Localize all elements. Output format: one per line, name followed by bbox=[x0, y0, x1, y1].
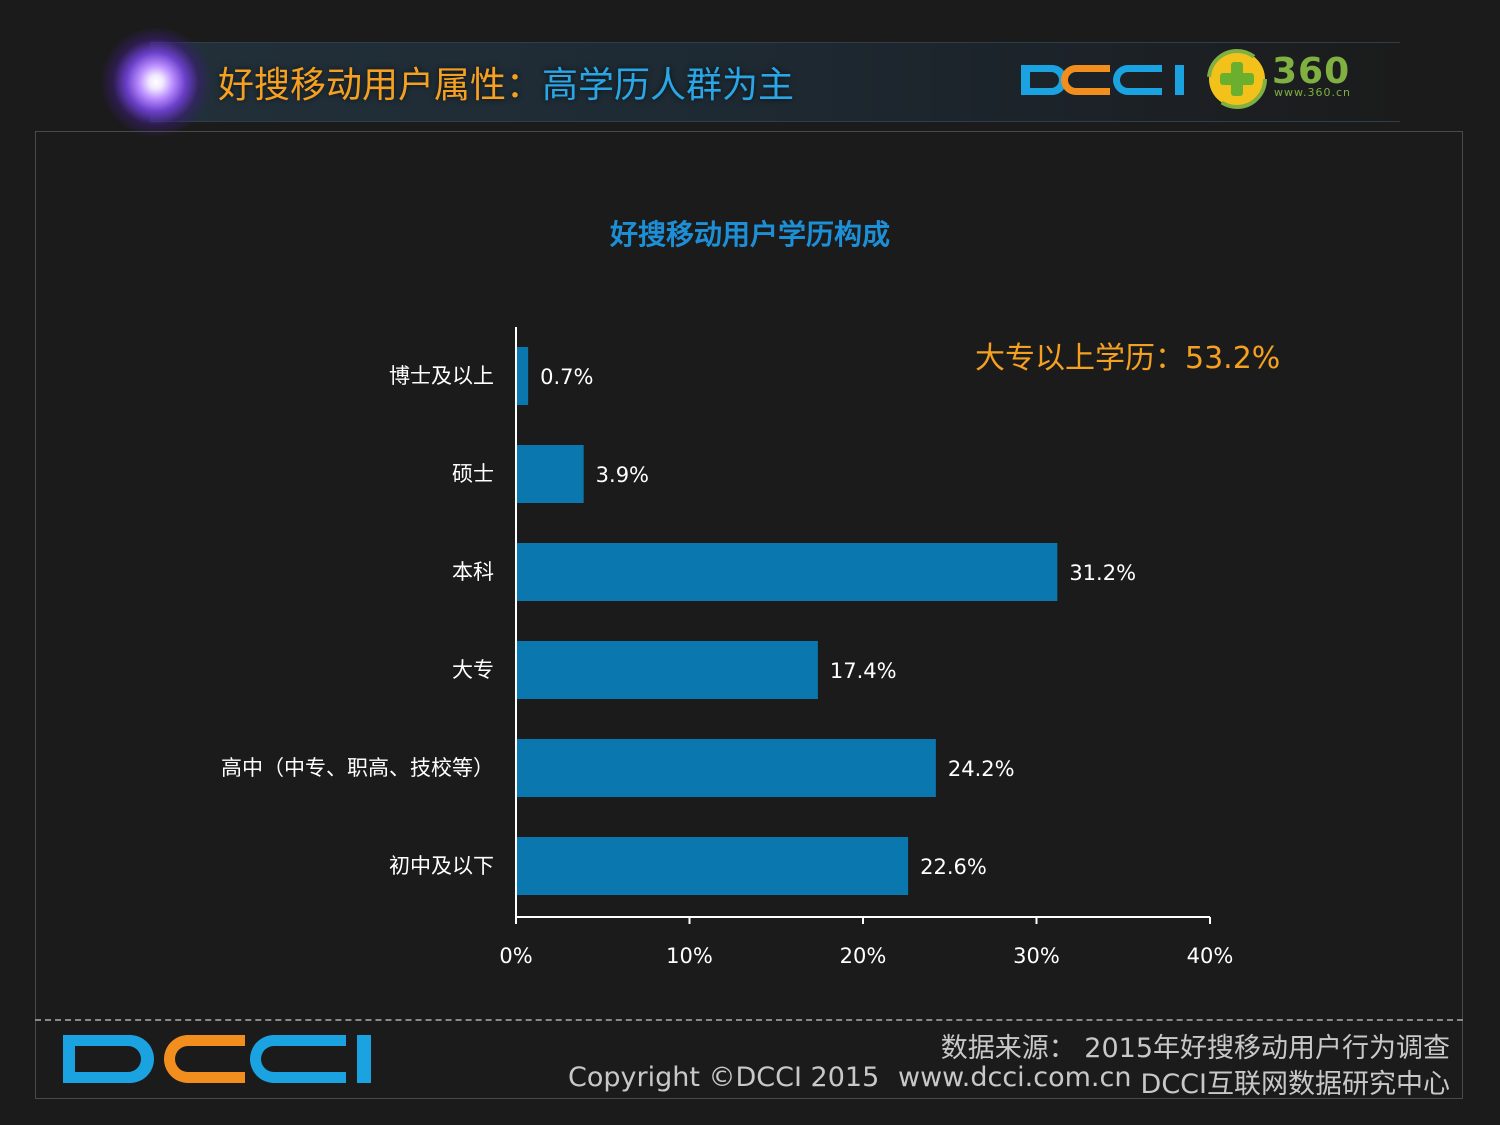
bar bbox=[516, 641, 818, 699]
bar bbox=[516, 347, 529, 405]
slide-title: 好搜移动用户属性：高学历人群为主 bbox=[218, 56, 794, 108]
star-burst-icon bbox=[100, 28, 212, 136]
chart-title: 好搜移动用户学历构成 bbox=[609, 218, 890, 251]
bar-value-label: 3.9% bbox=[596, 463, 649, 487]
bar bbox=[516, 739, 936, 797]
x-tick-label: 20% bbox=[840, 944, 887, 968]
dcci-logo-icon bbox=[1021, 65, 1184, 95]
category-label: 高中（中专、职高、技校等） bbox=[221, 756, 494, 780]
title-part-orange: 好搜移动用户属性： bbox=[218, 65, 543, 106]
x-tick-label: 10% bbox=[666, 944, 713, 968]
bar-value-label: 0.7% bbox=[540, 365, 593, 389]
chart-annotation: 大专以上学历：53.2% bbox=[975, 341, 1281, 376]
content-frame bbox=[35, 131, 1463, 1099]
header-band bbox=[150, 42, 1400, 122]
bar-value-label: 17.4% bbox=[830, 659, 897, 683]
partner-brand: 360 bbox=[1272, 51, 1351, 92]
slide-header: 好搜移动用户属性：高学历人群为主 360 www.360.cn bbox=[0, 0, 1500, 136]
bar-value-label: 31.2% bbox=[1069, 561, 1136, 585]
x-tick-label: 30% bbox=[1013, 944, 1060, 968]
category-label: 博士及以上 bbox=[389, 364, 494, 388]
bar bbox=[516, 445, 584, 503]
category-label: 大专 bbox=[452, 658, 494, 682]
x-tick-label: 0% bbox=[499, 944, 532, 968]
partner-url: www.360.cn bbox=[1274, 86, 1351, 99]
footer-copyright: Copyright ©DCCI 2015 bbox=[568, 1062, 880, 1093]
category-label: 本科 bbox=[452, 560, 494, 584]
bar-value-label: 22.6% bbox=[920, 855, 987, 879]
bar-value-label: 24.2% bbox=[948, 757, 1015, 781]
title-part-blue: 高学历人群为主 bbox=[542, 65, 795, 106]
footer-org: DCCI互联网数据研究中心 bbox=[1140, 1069, 1450, 1100]
category-label: 初中及以下 bbox=[389, 854, 494, 878]
360-logo-icon bbox=[1207, 49, 1267, 109]
footer-source: 数据来源： 2015年好搜移动用户行为调查 bbox=[940, 1033, 1450, 1064]
category-label: 硕士 bbox=[452, 462, 494, 486]
dcci-footer-logo-icon bbox=[63, 1035, 371, 1083]
bar-chart: 0.7% 博士及以上 3.9% 硕士 31.2% 本科 17.4% 大专 24.2% 高中（中专、… bbox=[221, 327, 1234, 968]
x-tick-label: 40% bbox=[1187, 944, 1234, 968]
footer-url[interactable]: www.dcci.com.cn bbox=[898, 1062, 1132, 1093]
bar bbox=[516, 543, 1058, 601]
footer-divider bbox=[35, 1019, 1463, 1021]
bar bbox=[516, 837, 909, 895]
